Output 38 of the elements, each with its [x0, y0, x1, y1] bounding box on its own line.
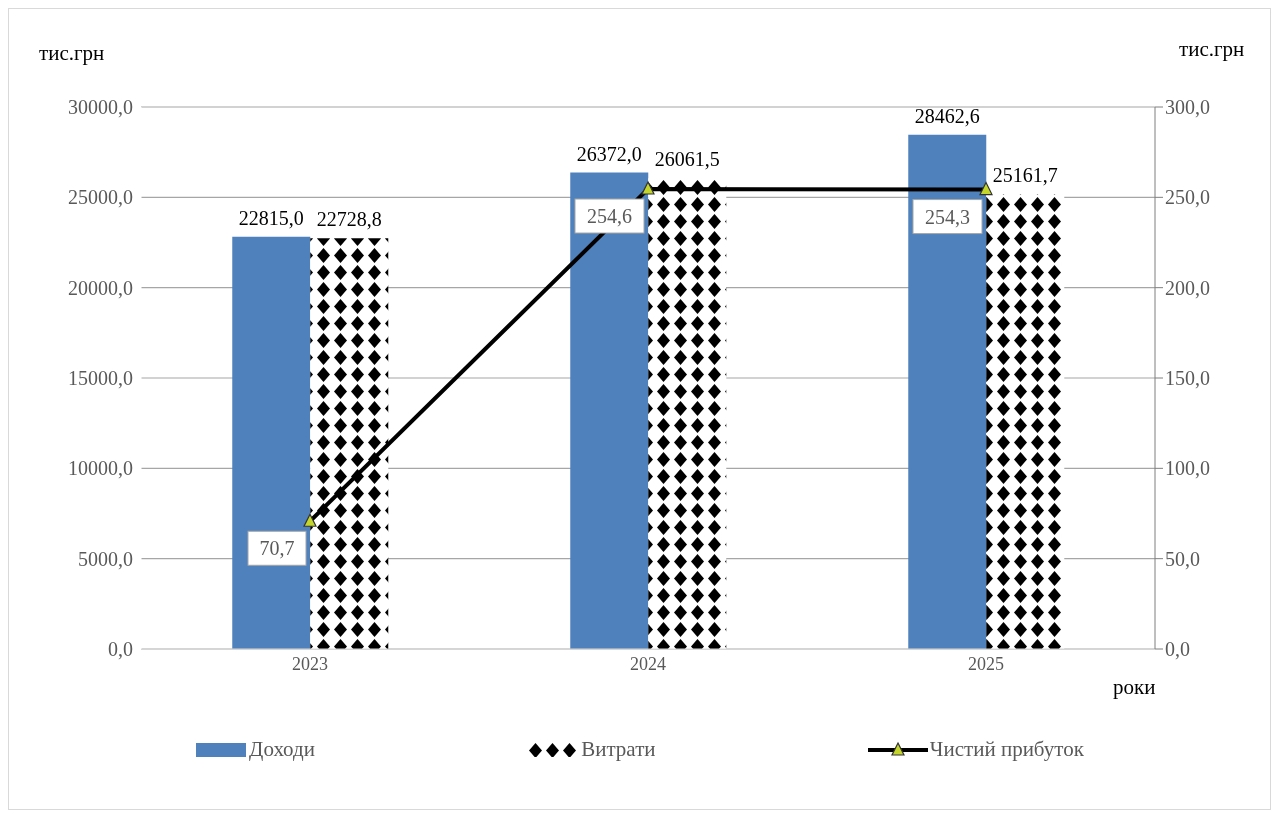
x-tick-label: 2023: [292, 653, 328, 674]
legend-label: Чистий прибуток: [929, 737, 1084, 762]
y2-tick-label: 100,0: [1165, 457, 1210, 480]
y2-tick-label: 150,0: [1165, 367, 1210, 390]
y-tick-label: 30000,0: [68, 96, 133, 119]
bar: [648, 178, 727, 649]
x-axis-title: роки: [1113, 675, 1156, 700]
y-tick-label: 5000,0: [78, 547, 133, 570]
data-label: 22815,0: [238, 206, 304, 229]
y2-axis-title: тис.грн: [1179, 37, 1245, 62]
y-axis-title: тис.грн: [39, 41, 105, 66]
data-label: 22728,8: [316, 208, 382, 231]
legend-label: Доходи: [249, 737, 315, 762]
data-label: 25161,7: [992, 164, 1058, 187]
y2-tick-label: 50,0: [1165, 547, 1200, 570]
y-tick-label: 25000,0: [68, 186, 133, 209]
data-label: 70,7: [259, 537, 295, 560]
bar: [908, 134, 987, 649]
data-label: 254,3: [925, 205, 970, 228]
data-label: 26061,5: [654, 148, 720, 171]
y2-tick-label: 200,0: [1165, 276, 1210, 299]
y-tick-label: 20000,0: [68, 276, 133, 299]
bar: [232, 236, 311, 649]
legend-label: Витрати: [581, 737, 656, 762]
y2-tick-label: 0,0: [1165, 638, 1190, 661]
x-tick-label: 2025: [968, 653, 1004, 674]
bar: [310, 238, 389, 649]
y2-tick-label: 250,0: [1165, 186, 1210, 209]
y2-tick-label: 300,0: [1165, 96, 1210, 119]
bar: [570, 172, 649, 649]
x-tick-label: 2024: [630, 653, 666, 674]
data-label: 26372,0: [576, 142, 642, 165]
y-tick-label: 15000,0: [68, 367, 133, 390]
y-tick-label: 0,0: [108, 638, 133, 661]
data-label: 28462,6: [914, 104, 980, 127]
bar: [986, 194, 1065, 649]
y-tick-label: 10000,0: [68, 457, 133, 480]
data-label: 254,6: [587, 205, 632, 228]
